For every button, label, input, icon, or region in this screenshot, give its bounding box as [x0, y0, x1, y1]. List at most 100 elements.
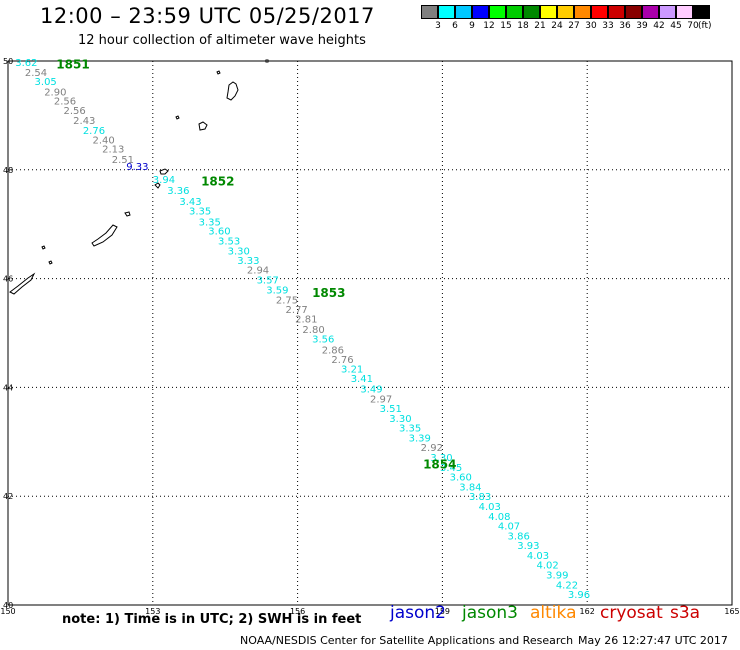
- legend-tick-label: 24: [551, 21, 563, 31]
- longitude-tick-label: 162: [580, 607, 595, 616]
- island-coastline: [265, 59, 269, 63]
- legend-tick-label: 3: [435, 21, 441, 31]
- wave-height-value: 3.30: [228, 246, 250, 257]
- wave-height-value: 2.80: [302, 325, 324, 336]
- legend-swatch: [574, 5, 591, 19]
- wave-height-value: 4.08: [488, 512, 510, 523]
- island-coastline: [175, 115, 180, 120]
- wave-height-value: 3.35: [399, 424, 421, 435]
- wave-height-value: 3.94: [153, 175, 175, 186]
- wave-height-value: 2.56: [64, 106, 86, 117]
- longitude-tick-label: 150: [0, 607, 15, 616]
- wave-height-value: 4.02: [537, 561, 559, 572]
- wave-height-value: 2.97: [370, 394, 392, 405]
- wave-height-value: 3.62: [15, 58, 37, 69]
- island-coastline: [41, 245, 46, 250]
- wave-height-value: 3.41: [351, 374, 373, 385]
- wave-height-value: 3.30: [430, 453, 452, 464]
- wave-height-value: 3.83: [469, 492, 491, 503]
- wave-height-value: 3.35: [199, 217, 221, 228]
- latitude-tick-label: 46: [3, 275, 13, 284]
- legend-swatch: [676, 5, 693, 19]
- wave-height-value: 3.45: [440, 463, 462, 474]
- legend-swatch: [608, 5, 625, 19]
- wave-height-value: 3.86: [508, 531, 530, 542]
- wave-height-value: 4.07: [498, 522, 520, 533]
- wave-height-value: 2.13: [102, 145, 124, 156]
- wave-height-value: 2.81: [295, 314, 317, 325]
- wave-height-value: 3.96: [568, 590, 590, 601]
- chart-subtitle: 12 hour collection of altimeter wave hei…: [78, 33, 366, 48]
- legend-tick-label: 15: [500, 21, 512, 31]
- wave-height-value: 3.99: [546, 571, 568, 582]
- wave-height-value: 3.60: [208, 227, 230, 238]
- legend-tick-label: 18: [517, 21, 529, 31]
- chart-title: 12:00 – 23:59 UTC 05/25/2017: [40, 4, 375, 28]
- island-coastline: [216, 70, 221, 75]
- footer-note: note: 1) Time is in UTC; 2) SWH is in fe…: [62, 612, 362, 627]
- latitude-tick-label: 40: [3, 601, 13, 610]
- wave-height-value: 3.60: [450, 473, 472, 484]
- wave-height-value: 2.76: [83, 126, 105, 137]
- legend-swatch: [455, 5, 472, 19]
- legend-tick-label: 6: [452, 21, 458, 31]
- wave-height-value: 3.36: [167, 186, 189, 197]
- wave-height-value: 3.30: [389, 414, 411, 425]
- island-coastline: [124, 211, 131, 217]
- wave-height-value: 2.75: [276, 295, 298, 306]
- legend-swatch: [506, 5, 523, 19]
- wave-height-value: 2.86: [322, 345, 344, 356]
- longitude-tick-label: 165: [724, 607, 739, 616]
- wave-height-value: 2.92: [421, 443, 443, 454]
- legend-swatch: [625, 5, 642, 19]
- latitude-tick-label: 44: [3, 383, 13, 392]
- wave-height-value: 3.56: [312, 334, 334, 345]
- wave-height-value: 4.03: [479, 502, 501, 513]
- wave-height-value: 2.76: [331, 355, 353, 366]
- legend-tick-label: 21: [534, 21, 546, 31]
- wave-height-value: 2.77: [286, 305, 308, 316]
- wave-height-value: 4.22: [556, 580, 578, 591]
- track-time-label: 1853: [312, 286, 345, 300]
- legend-tick-label: 27: [568, 21, 580, 31]
- wave-height-value: 2.54: [25, 68, 47, 79]
- satellite-cryosat-label: cryosat: [600, 603, 663, 623]
- legend-tick-label: 33: [602, 21, 614, 31]
- legend-swatch: [540, 5, 557, 19]
- wave-height-value: 2.90: [44, 87, 66, 98]
- wave-height-value: 2.43: [73, 116, 95, 127]
- legend-unit: (ft): [698, 21, 712, 31]
- legend-tick-label: 39: [636, 21, 648, 31]
- wave-height-value: 9.33: [126, 162, 148, 173]
- wave-height-value: 3.51: [380, 404, 402, 415]
- legend-swatch: [659, 5, 676, 19]
- wave-height-value: 3.39: [409, 433, 431, 444]
- wave-height-value: 3.49: [360, 384, 382, 395]
- satellite-altika-label: altika: [530, 603, 577, 623]
- wave-height-value: 3.35: [189, 207, 211, 218]
- wave-height-value: 3.53: [218, 237, 240, 248]
- latitude-tick-label: 50: [3, 57, 13, 66]
- legend-swatch: [489, 5, 506, 19]
- satellite-s3a-label: s3a: [670, 603, 701, 623]
- satellite-jason3-label: jason3: [462, 603, 518, 623]
- legend-tick-label: 70: [687, 21, 699, 31]
- legend-swatch: [693, 5, 710, 19]
- latitude-tick-label: 42: [3, 492, 13, 501]
- longitude-tick-label: 159: [435, 607, 450, 616]
- satellite-jason2-label: jason2: [390, 603, 446, 623]
- wave-height-value: 4.03: [527, 551, 549, 562]
- legend-swatch: [642, 5, 659, 19]
- wave-height-value: 2.51: [112, 155, 134, 166]
- credit-label: NOAA/NESDIS Center for Satellite Applica…: [240, 634, 574, 647]
- legend-swatch: [438, 5, 455, 19]
- wave-height-value: 3.84: [459, 482, 481, 493]
- wave-height-value: 3.05: [35, 77, 57, 88]
- wave-height-value: 2.56: [54, 97, 76, 108]
- legend-tick-label: 12: [483, 21, 495, 31]
- island-coastline: [159, 168, 169, 175]
- wave-height-value: 3.57: [257, 276, 279, 287]
- wave-height-value: 3.43: [179, 197, 201, 208]
- legend-tick-label: 30: [585, 21, 597, 31]
